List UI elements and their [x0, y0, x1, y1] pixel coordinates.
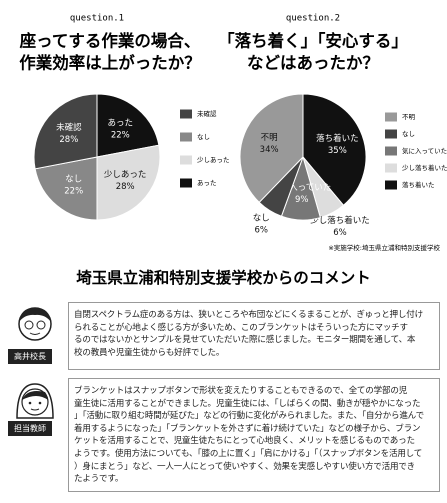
slice-value-label: 22%: [64, 187, 83, 197]
slice-label: 少し落ち着いた: [310, 215, 370, 226]
slice-label: なし: [253, 213, 270, 223]
pie-slice: [33, 93, 98, 170]
comment-box: 自閉スペクトラム症のある方は、狭いところや布団などにくるまることが、ぎゅっと押し…: [68, 302, 440, 370]
comment-line: られることが心地よく感じる方が多いため、このブランケットはそういった方にマッチす: [74, 322, 408, 333]
legend-label: 落ち着いた: [402, 180, 435, 189]
legend-label: 不明: [402, 113, 416, 121]
slice-label: 未確認: [56, 122, 82, 133]
legend-swatch: [180, 155, 192, 165]
comment-line: たようです。: [74, 474, 124, 485]
legend-swatch: [385, 112, 397, 122]
note: ※実施学校:埼玉県立浦和特別支援学校: [328, 243, 440, 252]
question-label: question.1: [70, 14, 124, 24]
chart-title: 座ってする作業の場合、: [20, 31, 201, 51]
pie-slice: [239, 93, 304, 204]
chart-title: などはあったか？: [247, 54, 379, 73]
comment-line: ケットを活用することで、児童生徒たちにとって心地良く、メリットを感じるものであっ…: [74, 436, 415, 447]
legend-label: なし: [197, 133, 210, 141]
legend-swatch: [385, 129, 397, 139]
pie-slice: [302, 93, 367, 206]
slice-label: 落ち着いた: [316, 133, 359, 144]
comment-box: ブランケットはスナップボタンで形状を変えたりすることもできるので、全ての学部の児…: [68, 378, 440, 492]
legend-label: 少しあった: [197, 156, 230, 164]
comment-line: 自閉スペクトラム症のある方は、狭いところや布団などにくるまることが、ぎゅっと押し…: [74, 310, 423, 320]
pie-slice: [96, 93, 160, 158]
legend-label: 少し落ち着いた: [402, 163, 447, 172]
legend-label: 気に入っていた: [402, 146, 447, 155]
legend-swatch: [180, 178, 192, 188]
comment-line: ブランケットはスナップボタンで形状を変えたりすることもできるので、全ての学部の児: [74, 386, 408, 396]
slice-value-label: 22%: [111, 130, 130, 140]
legend-swatch: [180, 109, 192, 119]
slice-label: 気に入っていた: [272, 182, 331, 193]
legend-swatch: [385, 163, 397, 173]
legend-label: 未確認: [197, 109, 217, 118]
avatar: [16, 383, 54, 419]
slice-value-label: 34%: [260, 145, 279, 155]
comment-line: 童生徒に活用することができました。児童生徒には、「しばらくの間、動きが穏やかにな…: [74, 398, 421, 409]
slice-label: なし: [65, 175, 82, 185]
speaker-label: 担当教師: [8, 421, 52, 436]
comment-line: ようです。使用方法についても、「膝の上に置く」「肩にかける」「（スナップボタンを…: [74, 448, 423, 459]
pie-slice: [34, 156, 98, 221]
slice-label: 少しあった: [104, 170, 147, 180]
legend-label: あった: [197, 179, 217, 187]
avatar: [18, 307, 52, 341]
legend-swatch: [385, 180, 397, 190]
comment-line: 」「活動に取り組む時間が延びた」などの行動に変化がみられました。また、「自分から…: [74, 411, 424, 422]
slice-value-label: 28%: [116, 182, 135, 192]
legend-label: なし: [402, 130, 415, 138]
speaker-label: 高井校長: [8, 349, 52, 364]
section-title: 埼玉県立浦和特別支援学校からのコメント: [76, 269, 371, 287]
chart-title: 「落ち着く」「安心する」: [218, 31, 408, 51]
slice-value-label: 35%: [328, 146, 347, 156]
comment-line: ）身にまとう」など、一人一人にとって使いやすく、効果を実感しやすい使い方で活用で…: [74, 461, 416, 472]
slice-label: 不明: [261, 133, 278, 143]
slice-value-label: 28%: [59, 135, 78, 145]
pie-slice: [96, 144, 161, 221]
charts: question.1 座ってする作業の場合、 作業効率は上がったか？ quest…: [19, 14, 447, 253]
comment-line: 着用するようになった」「ブランケットを外さずに着け続けていた」などの様子から、ブ…: [74, 423, 421, 434]
slice-value-label: 6%: [333, 228, 347, 238]
legend-swatch: [180, 132, 192, 142]
comment-line: 校の教員や児童生徒からも好評でした。: [74, 347, 225, 358]
slice-value-label: 6%: [255, 225, 269, 235]
slice-value-label: 9%: [295, 195, 309, 205]
comment-line: るのではないかとサンプルを見せていただいた際に感じました。モニター期間を通して、…: [74, 335, 416, 346]
question-label: question.2: [286, 14, 340, 24]
chart-title: 作業効率は上がったか？: [19, 53, 201, 73]
legend-swatch: [385, 146, 397, 156]
slice-label: あった: [108, 118, 134, 128]
